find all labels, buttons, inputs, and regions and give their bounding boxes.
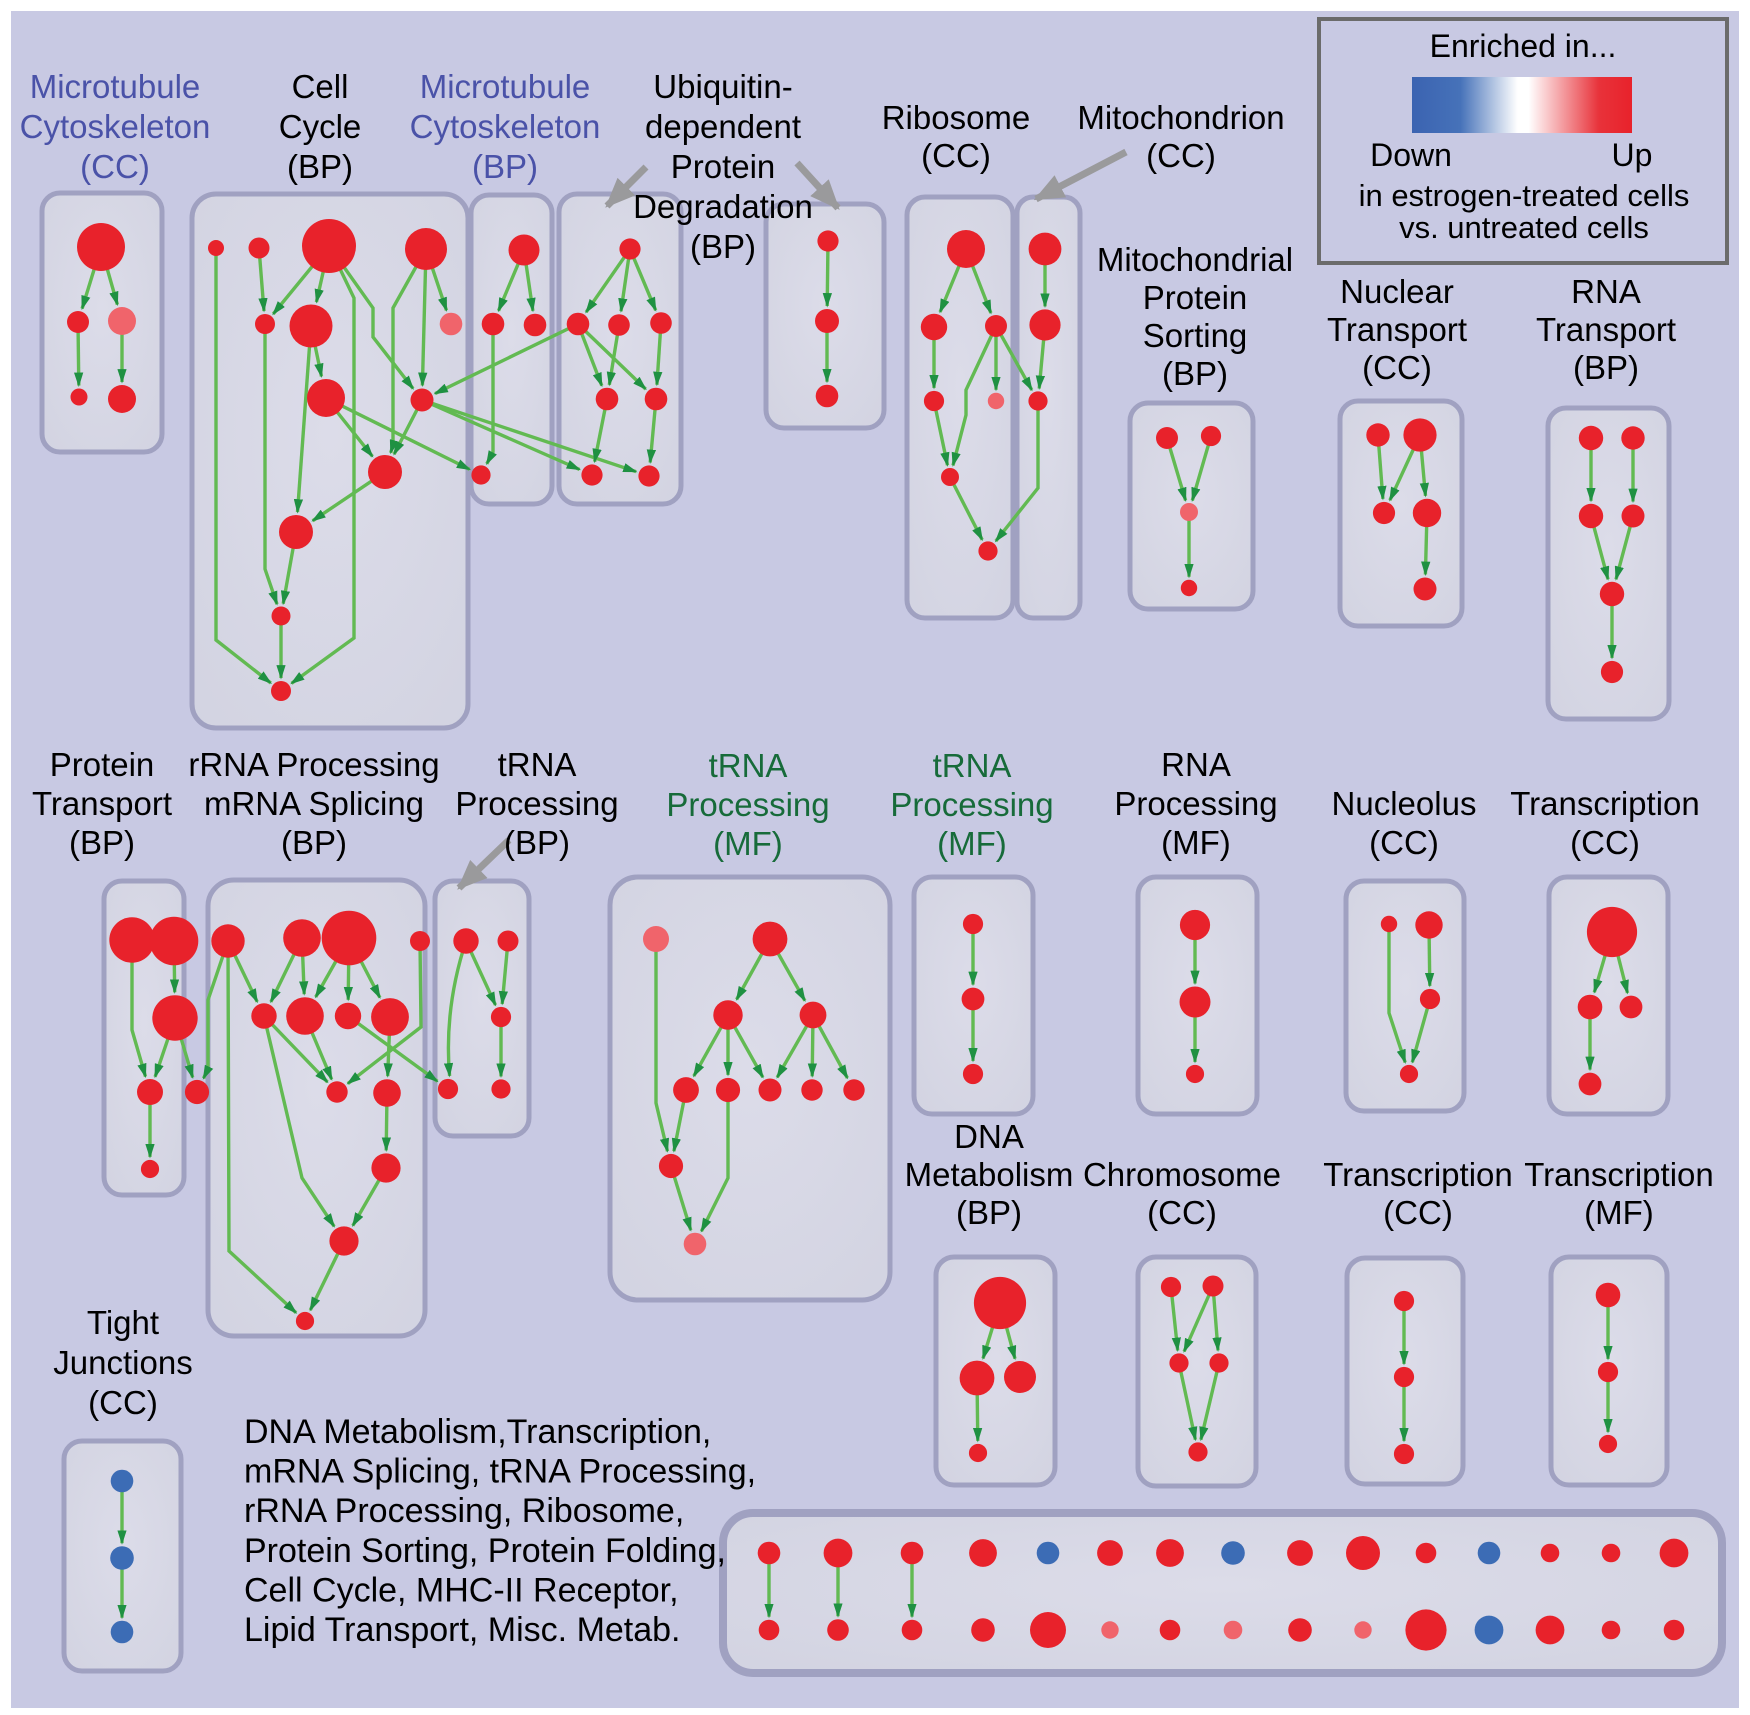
svg-text:Tight: Tight xyxy=(87,1304,159,1341)
svg-text:(MF): (MF) xyxy=(713,825,783,862)
svg-text:Transcription: Transcription xyxy=(1323,1156,1513,1193)
svg-text:mRNA Splicing, tRNA Processing: mRNA Splicing, tRNA Processing, xyxy=(244,1453,756,1491)
svg-text:Protein Sorting, Protein Foldi: Protein Sorting, Protein Folding, xyxy=(244,1532,726,1570)
svg-text:Enriched in...: Enriched in... xyxy=(1430,28,1617,64)
svg-text:Cytoskeleton: Cytoskeleton xyxy=(20,108,211,145)
svg-text:mRNA Splicing: mRNA Splicing xyxy=(204,785,424,822)
svg-text:(MF): (MF) xyxy=(1161,824,1231,861)
svg-text:Degradation: Degradation xyxy=(633,188,813,225)
svg-text:Transport: Transport xyxy=(1536,311,1676,348)
svg-text:in estrogen-treated cells: in estrogen-treated cells xyxy=(1359,178,1690,213)
svg-text:vs. untreated cells: vs. untreated cells xyxy=(1399,210,1649,245)
svg-text:DNA Metabolism,Transcription,: DNA Metabolism,Transcription, xyxy=(244,1413,711,1451)
svg-text:Microtubule: Microtubule xyxy=(30,68,201,105)
svg-text:Transport: Transport xyxy=(32,785,172,822)
svg-text:(BP): (BP) xyxy=(504,824,570,861)
svg-text:DNA: DNA xyxy=(954,1118,1024,1155)
svg-text:(BP): (BP) xyxy=(1162,355,1228,392)
svg-text:(BP): (BP) xyxy=(472,148,538,185)
svg-text:Cytoskeleton: Cytoskeleton xyxy=(410,108,601,145)
svg-text:(BP): (BP) xyxy=(690,228,756,265)
svg-text:(MF): (MF) xyxy=(937,825,1007,862)
svg-text:Transcription: Transcription xyxy=(1510,785,1700,822)
svg-text:Microtubule: Microtubule xyxy=(420,68,591,105)
svg-text:dependent: dependent xyxy=(645,108,801,145)
svg-text:(CC): (CC) xyxy=(88,1384,158,1421)
svg-text:Up: Up xyxy=(1612,137,1653,173)
svg-text:(CC): (CC) xyxy=(1362,349,1432,386)
svg-text:Metabolism: Metabolism xyxy=(905,1156,1074,1193)
svg-text:(CC): (CC) xyxy=(921,137,991,174)
svg-text:Ubiquitin-: Ubiquitin- xyxy=(653,68,792,105)
svg-text:Cell Cycle, MHC-II Receptor,: Cell Cycle, MHC-II Receptor, xyxy=(244,1571,679,1609)
svg-text:(BP): (BP) xyxy=(956,1194,1022,1231)
svg-text:(BP): (BP) xyxy=(281,824,347,861)
svg-text:(MF): (MF) xyxy=(1584,1194,1654,1231)
svg-text:Protein: Protein xyxy=(1143,279,1248,316)
svg-text:(CC): (CC) xyxy=(1369,824,1439,861)
svg-text:Cell: Cell xyxy=(292,68,349,105)
svg-text:Mitochondrion: Mitochondrion xyxy=(1077,99,1284,136)
svg-text:Chromosome: Chromosome xyxy=(1083,1156,1281,1193)
svg-text:Processing: Processing xyxy=(455,785,618,822)
svg-text:Lipid Transport, Misc. Metab.: Lipid Transport, Misc. Metab. xyxy=(244,1611,681,1649)
svg-text:rRNA Processing: rRNA Processing xyxy=(188,746,439,783)
svg-text:Mitochondrial: Mitochondrial xyxy=(1097,241,1293,278)
svg-text:(CC): (CC) xyxy=(1146,137,1216,174)
svg-text:(BP): (BP) xyxy=(69,824,135,861)
svg-text:Transport: Transport xyxy=(1327,311,1467,348)
svg-text:Sorting: Sorting xyxy=(1143,317,1248,354)
svg-text:Nucleolus: Nucleolus xyxy=(1332,785,1477,822)
svg-text:(CC): (CC) xyxy=(1570,824,1640,861)
svg-text:Processing: Processing xyxy=(666,786,829,823)
svg-text:tRNA: tRNA xyxy=(498,746,577,783)
svg-text:rRNA Processing, Ribosome,: rRNA Processing, Ribosome, xyxy=(244,1492,684,1530)
svg-text:(CC): (CC) xyxy=(80,148,150,185)
svg-text:Processing: Processing xyxy=(890,786,1053,823)
svg-text:Cycle: Cycle xyxy=(279,108,362,145)
svg-text:Junctions: Junctions xyxy=(53,1344,192,1381)
svg-text:(BP): (BP) xyxy=(1573,349,1639,386)
svg-text:RNA: RNA xyxy=(1571,273,1641,310)
svg-text:Nuclear: Nuclear xyxy=(1340,273,1454,310)
svg-text:RNA: RNA xyxy=(1161,746,1231,783)
svg-text:tRNA: tRNA xyxy=(933,747,1012,784)
svg-text:(CC): (CC) xyxy=(1383,1194,1453,1231)
svg-text:Protein: Protein xyxy=(50,746,155,783)
svg-text:Transcription: Transcription xyxy=(1524,1156,1714,1193)
svg-text:(CC): (CC) xyxy=(1147,1194,1217,1231)
svg-text:Down: Down xyxy=(1370,137,1452,173)
svg-text:Protein: Protein xyxy=(671,148,776,185)
svg-text:Processing: Processing xyxy=(1114,785,1277,822)
svg-text:tRNA: tRNA xyxy=(709,747,788,784)
svg-text:Ribosome: Ribosome xyxy=(882,99,1031,136)
svg-text:(BP): (BP) xyxy=(287,148,353,185)
